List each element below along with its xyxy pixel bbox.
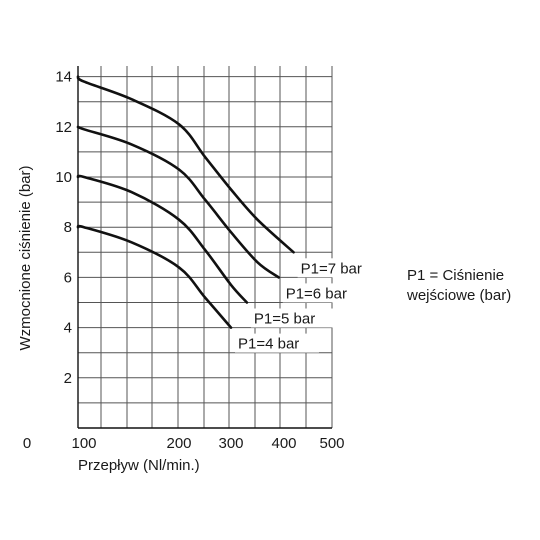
- y-tick-label: 4: [64, 320, 72, 337]
- series-line-2: [76, 174, 249, 304]
- series-label-bg-3: [282, 283, 367, 303]
- series-line-3: [76, 125, 280, 279]
- x-tick-label: 200: [166, 435, 191, 452]
- series-label-bg-1: [235, 333, 319, 353]
- x-tick-label: 300: [218, 435, 243, 452]
- y-tick-label: 6: [64, 269, 72, 286]
- y-tick-label: 8: [64, 219, 72, 236]
- x-tick-label: 500: [319, 435, 344, 452]
- y-tick-label: 10: [55, 169, 72, 186]
- series-label-bg-4: [297, 258, 382, 278]
- y-tick-label: 2: [64, 370, 72, 387]
- series-label-2: P1=5 bar: [254, 311, 315, 328]
- p1-legend-note-line2: wejściowe (bar): [406, 287, 511, 304]
- x-origin-label: 0: [23, 435, 31, 452]
- series-line-4: [76, 75, 295, 254]
- series-labels: P1=4 bar P1=5 bar P1=6 bar P1=7 bar: [235, 258, 382, 353]
- y-axis-title: Wzmocnione ciśnienie (bar): [17, 165, 34, 350]
- series-label-bg-2: [250, 308, 335, 328]
- x-tick-label: 400: [271, 435, 296, 452]
- p1-legend-note-line1: P1 = Ciśnienie: [407, 267, 504, 284]
- y-tick-label: 12: [55, 119, 72, 136]
- axes: [77, 66, 332, 429]
- series-label-1: P1=4 bar: [238, 336, 299, 353]
- tick-labels: 2 4 6 8 10 12 14 100 200 300 400 500 0: [23, 69, 345, 452]
- series-label-3: P1=6 bar: [286, 285, 347, 302]
- x-tick-label: 100: [71, 435, 96, 452]
- x-axis-title: Przepływ (Nl/min.): [78, 457, 200, 474]
- y-tick-label: 14: [55, 69, 72, 86]
- grid: [78, 66, 333, 429]
- series-line-1: [76, 224, 233, 329]
- series-lines: [76, 75, 295, 329]
- series-label-4: P1=7 bar: [301, 260, 362, 277]
